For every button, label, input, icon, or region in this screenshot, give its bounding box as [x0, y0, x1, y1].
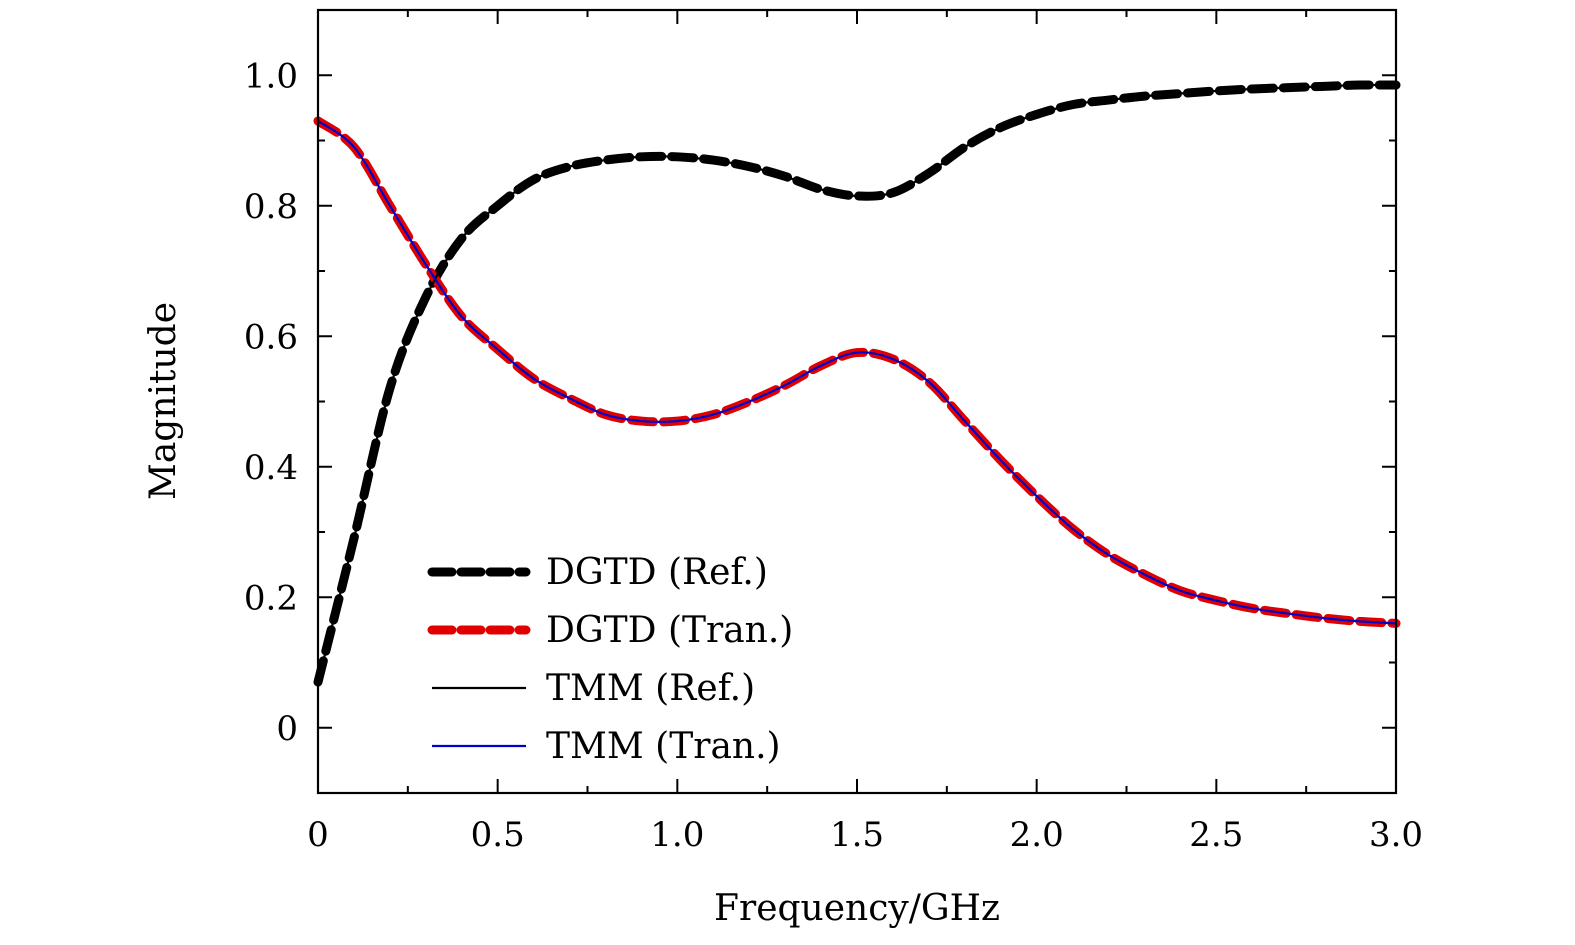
legend-label-tmm-ref: TMM (Ref.): [546, 668, 755, 709]
series-line-tmm-ref: [316, 83, 1397, 683]
y-tick-label: 0.6: [244, 317, 298, 357]
legend: DGTD (Ref.) DGTD (Tran.) TMM (Ref.) TMM …: [427, 552, 793, 767]
y-tick-label: 1.0: [244, 56, 298, 96]
plot-frame: [316, 8, 1398, 795]
y-axis-title: Magnitude: [143, 302, 184, 500]
series-layer: [313, 80, 1401, 687]
legend-label-tmm-tran: TMM (Tran.): [546, 726, 781, 767]
axis-ticks: 0 0.5 1.0 1.5 2.0 2.5 3.0 0 0.2 0.4 0.6 0.8 1.0: [244, 9, 1423, 855]
x-tick-label: 0: [307, 815, 329, 855]
y-tick-label: 0.4: [244, 448, 298, 488]
x-tick-label: 1.0: [650, 815, 704, 855]
x-tick-label: 2.5: [1189, 815, 1243, 855]
series-line-dgtd-ref: [313, 80, 1401, 687]
legend-label-dgtd-ref: DGTD (Ref.): [546, 552, 768, 593]
x-tick-label: 2.0: [1010, 815, 1064, 855]
x-tick-label: 0.5: [471, 815, 525, 855]
y-tick-label: 0.2: [244, 578, 298, 618]
y-tick-label: 0: [276, 709, 298, 749]
x-axis-title: Frequency/GHz: [714, 888, 1000, 929]
y-tick-label: 0.8: [244, 187, 298, 227]
x-tick-label: 1.5: [830, 815, 884, 855]
series-line-tmm-tran: [317, 120, 1397, 625]
legend-label-dgtd-tran: DGTD (Tran.): [546, 610, 793, 651]
x-tick-label: 3.0: [1369, 815, 1423, 855]
